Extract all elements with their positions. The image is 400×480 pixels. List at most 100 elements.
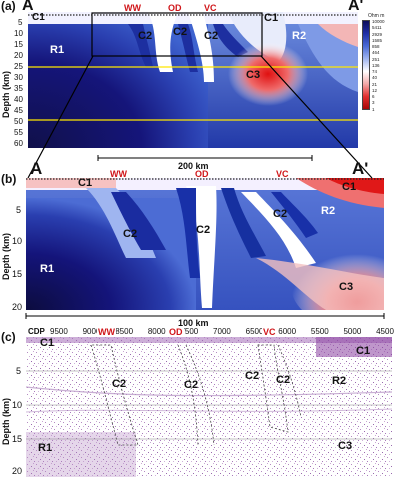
panel-a-end-right: A' <box>348 0 364 14</box>
colorbar-tick: 5411 <box>372 25 382 31</box>
panel-a-y-tick: 45 <box>14 106 23 115</box>
panel-c-marker-vc: VC <box>262 327 277 337</box>
panel-a-y-tick: 50 <box>14 117 23 126</box>
panel-b-zone-c2-c: C2 <box>273 208 288 220</box>
panel-c-cdp-label: CDP <box>28 327 45 336</box>
cdp-tick: 7500 <box>180 327 199 336</box>
panel-a-y-tick: 40 <box>14 95 23 104</box>
cdp-tick: 8000 <box>147 327 166 336</box>
panel-a-y-tick: 10 <box>14 29 23 38</box>
panel-a-zone-c2-c: C2 <box>204 30 219 42</box>
panel-a-marker-od: OD <box>168 3 182 13</box>
panel-b-scale-bar <box>25 313 385 319</box>
panel-b-scale-bar-label: 100 km <box>178 318 209 328</box>
panel-a-end-left: A <box>22 0 34 14</box>
colorbar-tick: 1 <box>372 106 375 112</box>
panel-a-y-tick: 15 <box>14 40 23 49</box>
panel-a-zone-c1-left: C1 <box>32 12 45 23</box>
cdp-tick: 4500 <box>376 327 394 336</box>
panel-a-zone-c2-a: C2 <box>138 30 153 42</box>
cdp-tick: 8500 <box>115 327 134 336</box>
panel-c-y-tick: 10 <box>12 400 23 410</box>
colorbar <box>362 20 370 110</box>
colorbar-tick: 40 <box>372 75 378 81</box>
panel-a-zone-c2-b: C2 <box>173 26 188 38</box>
colorbar-tick: 6 <box>372 94 375 99</box>
zoom-connector-lines <box>27 55 373 179</box>
panel-a-marker-ww: WW <box>124 3 141 13</box>
panel-a-y-tick: 25 <box>14 62 23 71</box>
panel-a-y-tick: 55 <box>14 128 23 137</box>
cdp-tick: 9500 <box>50 327 68 336</box>
colorbar-tick: 858 <box>372 44 380 49</box>
cdp-tick: 7000 <box>213 327 231 336</box>
panel-b-letter: (b) <box>1 172 17 186</box>
colorbar-tick: 12 <box>372 87 378 93</box>
colorbar-ticks: 10000 5411 2929 1585 858 464 251 136 74 … <box>372 19 398 112</box>
panel-b-zone-c2-b: C2 <box>196 224 211 236</box>
colorbar-tick: 2929 <box>372 31 383 37</box>
panel-c-y-tick: 15 <box>12 434 23 444</box>
panel-b-y-tick: 10 <box>12 236 23 246</box>
panel-a-y-tick: 60 <box>14 139 23 148</box>
panel-b-zone-c1-left: C1 <box>78 177 93 189</box>
panel-a-y-tick: 35 <box>14 84 23 93</box>
panel-a-zone-c1-right: C1 <box>264 12 279 24</box>
colorbar-tick: 1585 <box>372 37 383 43</box>
panel-c-zone-c2-b: C2 <box>184 379 199 391</box>
panel-b-zone-r2: R2 <box>321 205 336 217</box>
panel-a-y-tick: 30 <box>14 73 23 82</box>
panel-b-resistivity-section <box>26 178 384 310</box>
panel-c-marker-ww: WW <box>97 327 116 337</box>
panel-b-y-tick: 15 <box>12 269 23 279</box>
panel-c-zone-c1-right: C1 <box>356 345 371 357</box>
cdp-tick: 5500 <box>310 327 329 336</box>
panel-c-y-tick: 5 <box>16 366 22 376</box>
panel-c-zone-c2-c: C2 <box>245 370 260 382</box>
panel-b-zone-c3: C3 <box>339 281 354 293</box>
panel-a-zone-c3: C3 <box>246 69 261 81</box>
colorbar-title: Ohm m <box>368 13 385 19</box>
panel-a-zone-r1: R1 <box>50 44 65 56</box>
panel-b-zone-c1-right: C1 <box>342 181 357 193</box>
panel-b-y-tick: 20 <box>12 302 23 312</box>
panel-a-letter: (a) <box>1 0 16 13</box>
panel-c-marker-od: OD <box>168 327 184 337</box>
panel-b-y-axis-label: Depth (km) <box>1 233 11 280</box>
cdp-tick: 6000 <box>278 327 297 336</box>
panel-c-letter: (c) <box>1 330 16 344</box>
panel-b-zone-c2-a: C2 <box>123 228 138 240</box>
panel-a-zone-r2: R2 <box>292 30 307 42</box>
panel-b-zone-r1: R1 <box>40 263 55 275</box>
panel-a-y-tick: 5 <box>18 18 23 27</box>
panel-c-y-axis-label: Depth (km) <box>1 398 11 445</box>
panel-b-y-tick: 5 <box>16 205 22 215</box>
panel-c-zone-c1-left: C1 <box>40 337 55 349</box>
colorbar-tick: 10000 <box>372 19 385 24</box>
panel-b-marker-od: OD <box>195 169 209 179</box>
panel-a-scale-bar-label: 200 km <box>178 161 209 171</box>
panel-b-end-left: A <box>30 159 43 178</box>
panel-c-seismic-section <box>26 337 392 477</box>
panel-a-y-tick: 20 <box>14 51 23 60</box>
colorbar-tick: 21 <box>372 81 378 87</box>
colorbar-tick: 251 <box>372 56 380 62</box>
colorbar-tick: 74 <box>372 69 378 74</box>
panel-c-zone-r1: R1 <box>38 442 53 454</box>
colorbar-tick: 136 <box>372 62 380 68</box>
panel-a-resistivity-section <box>28 12 358 148</box>
panel-b-marker-ww: WW <box>110 169 127 179</box>
colorbar-tick: 3 <box>372 100 375 106</box>
panel-b-end-right: A' <box>352 159 369 178</box>
panel-c-zone-c2-a: C2 <box>112 378 127 390</box>
panel-c-y-tick: 20 <box>12 466 23 476</box>
cdp-tick: 6500 <box>245 327 264 336</box>
panel-c-cdp-ticks: 9500 9000 8500 8000 7500 7000 6500 6000 … <box>50 327 394 336</box>
cdp-tick: 9000 <box>82 327 101 336</box>
colorbar-tick: 464 <box>372 50 380 56</box>
panel-c-zone-c2-d: C2 <box>276 374 291 386</box>
panel-c-zone-r2: R2 <box>332 375 347 387</box>
panel-a-marker-vc: VC <box>204 3 217 13</box>
cdp-tick: 5000 <box>343 327 362 336</box>
panel-b-marker-vc: VC <box>276 169 289 179</box>
